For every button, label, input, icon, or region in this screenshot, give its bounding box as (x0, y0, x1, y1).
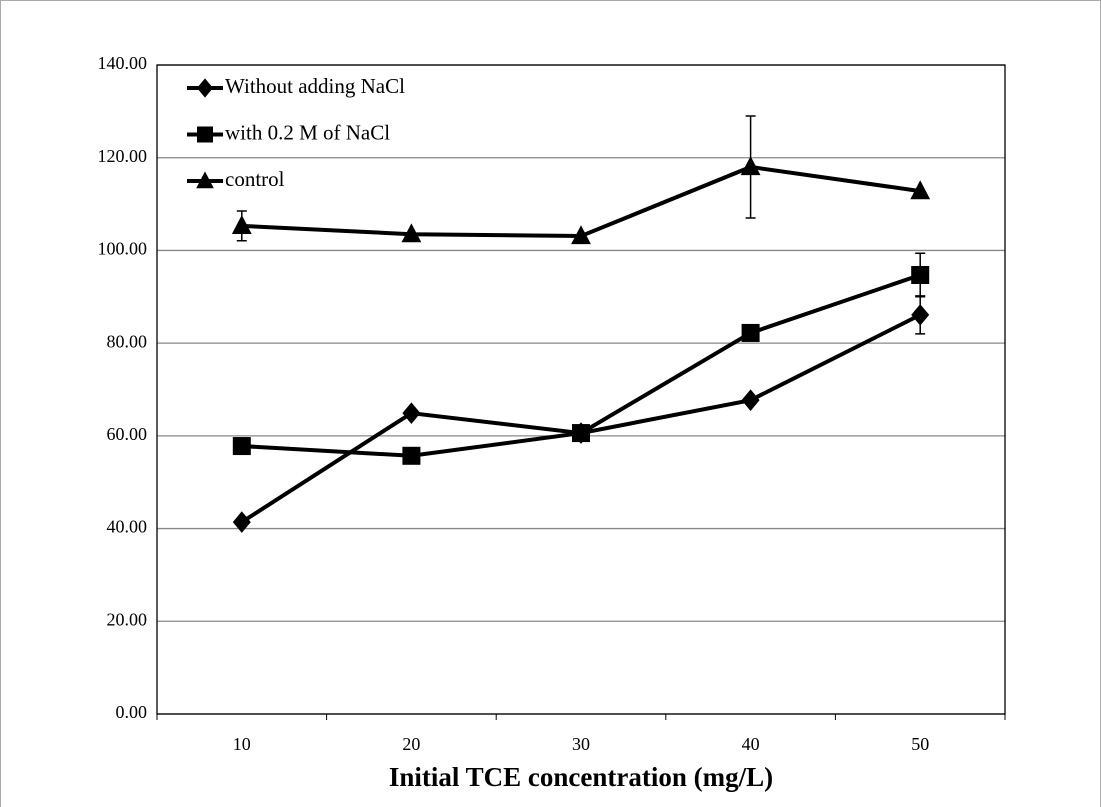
legend-label: control (225, 167, 285, 191)
x-tick-label: 20 (402, 734, 420, 754)
y-tick-label: 0.00 (116, 702, 148, 722)
x-axis-title: Initial TCE concentration (mg/L) (389, 762, 773, 792)
marker (742, 324, 760, 342)
legend-label: Without adding NaCl (225, 74, 405, 98)
y-tick-label: 100.00 (98, 239, 148, 259)
marker (402, 402, 420, 424)
plot-border (157, 65, 1005, 714)
marker (742, 389, 760, 411)
marker (197, 127, 213, 143)
marker (911, 304, 929, 326)
y-tick-label: 80.00 (107, 331, 148, 351)
x-tick-label: 40 (742, 734, 760, 754)
x-tick-label: 10 (233, 734, 251, 754)
y-tick-label: 120.00 (98, 146, 148, 166)
marker (911, 266, 929, 284)
marker (402, 447, 420, 465)
marker (741, 156, 761, 175)
legend-label: with 0.2 M of NaCl (225, 120, 390, 144)
x-tick-label: 30 (572, 734, 590, 754)
marker (233, 437, 251, 455)
x-tick-label: 50 (911, 734, 929, 754)
y-tick-label: 20.00 (107, 609, 148, 629)
y-tick-label: 140.00 (98, 53, 148, 73)
marker (572, 424, 590, 442)
chart: Initial TCE concentration (mg/L) 0.00 20.… (0, 0, 1101, 807)
y-tick-label: 60.00 (107, 424, 148, 444)
y-tick-label: 40.00 (107, 517, 148, 537)
series-line (242, 315, 920, 522)
marker (233, 511, 251, 533)
frame (1, 1, 1101, 807)
marker (197, 78, 213, 97)
page: Initial TCE concentration (mg/L) 0.00 20.… (0, 0, 1101, 807)
